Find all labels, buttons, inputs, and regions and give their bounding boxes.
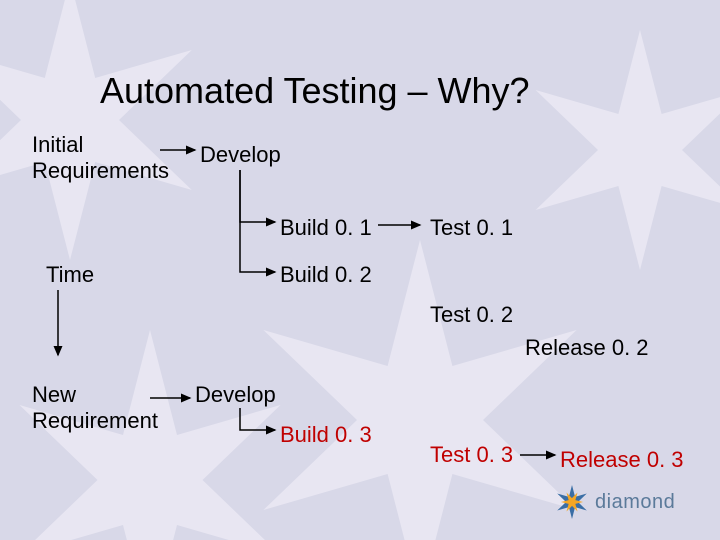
slide: Automated Testing – Why? Initial Require… bbox=[0, 0, 720, 540]
node-test-03: Test 0. 3 bbox=[430, 442, 513, 468]
logo-text: diamond bbox=[595, 491, 675, 514]
node-build-02: Build 0. 2 bbox=[280, 262, 372, 288]
arrow bbox=[240, 170, 275, 272]
node-test-01: Test 0. 1 bbox=[430, 215, 513, 241]
node-label: Initial Requirements bbox=[32, 132, 169, 185]
node-release-02: Release 0. 2 bbox=[525, 335, 649, 361]
node-test-02: Test 0. 2 bbox=[430, 302, 513, 328]
node-develop-1: Develop bbox=[200, 142, 281, 168]
node-label: New Requirement bbox=[32, 382, 158, 435]
arrow bbox=[240, 408, 275, 430]
node-new-requirement: New Requirement bbox=[32, 382, 158, 435]
node-time: Time bbox=[46, 262, 94, 288]
node-release-03: Release 0. 3 bbox=[560, 447, 684, 473]
node-build-01: Build 0. 1 bbox=[280, 215, 372, 241]
arrow bbox=[240, 170, 275, 222]
slide-title: Automated Testing – Why? bbox=[100, 70, 530, 112]
node-initial-requirements: Initial Requirements bbox=[32, 132, 169, 185]
logo-star-icon bbox=[555, 485, 589, 519]
node-develop-2: Develop bbox=[195, 382, 276, 408]
node-build-03: Build 0. 3 bbox=[280, 422, 372, 448]
logo: diamond bbox=[555, 485, 675, 519]
